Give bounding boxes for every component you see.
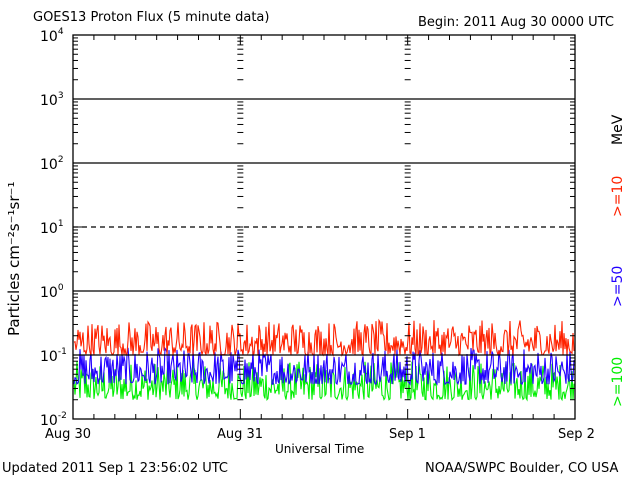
x-tick-label-1: Aug 31 (217, 427, 264, 442)
chart-title: GOES13 Proton Flux (5 minute data) (33, 10, 270, 25)
x-tick-label-0: Aug 30 (45, 427, 92, 442)
y-tick-label-3: 101 (40, 219, 64, 237)
series-line-2 (73, 361, 575, 402)
y-tick-label-5: 10-1 (40, 347, 67, 365)
y-tick-label-0: 104 (40, 27, 64, 45)
legend-unit: MeV (610, 114, 626, 145)
legend-ge100: >=100 (610, 356, 626, 407)
x-tick-label-2: Sep 1 (389, 427, 426, 442)
series-line-1 (73, 346, 575, 386)
y-tick-label-4: 100 (40, 283, 64, 301)
y-tick-label-2: 102 (40, 155, 64, 173)
series-line-0 (73, 318, 575, 357)
x-axis-label: Universal Time (275, 442, 365, 456)
updated-time: Updated 2011 Sep 1 23:56:02 UTC (2, 461, 229, 476)
y-axis-label: Particles cm⁻²s⁻¹sr⁻¹ (5, 181, 23, 336)
legend-ge10: >=10 (610, 175, 626, 217)
y-tick-label-1: 103 (40, 91, 64, 109)
legend-ge50: >=50 (610, 265, 626, 307)
begin-time: Begin: 2011 Aug 30 0000 UTC (418, 15, 614, 30)
y-tick-label-6: 10-2 (40, 411, 67, 429)
source-label: NOAA/SWPC Boulder, CO USA (425, 461, 619, 476)
x-tick-label-3: Sep 2 (558, 427, 595, 442)
